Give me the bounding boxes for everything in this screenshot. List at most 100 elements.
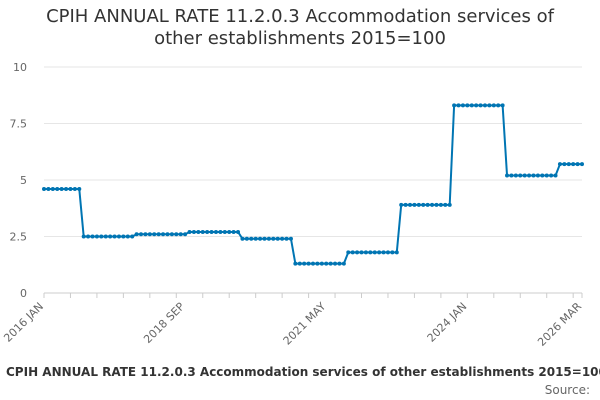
data-point	[408, 202, 413, 207]
data-point	[293, 261, 298, 266]
data-point	[430, 202, 435, 207]
data-point	[575, 162, 580, 167]
data-point	[156, 232, 161, 237]
data-point	[236, 229, 241, 234]
data-point	[46, 187, 51, 192]
data-point	[372, 250, 377, 255]
data-point	[297, 261, 302, 266]
data-point	[385, 250, 390, 255]
data-point	[227, 229, 232, 234]
data-point	[469, 103, 474, 108]
data-point	[253, 236, 258, 241]
data-point	[447, 202, 452, 207]
data-point	[319, 261, 324, 266]
data-point	[527, 173, 532, 178]
data-point	[522, 173, 527, 178]
data-point	[68, 187, 73, 192]
data-point	[443, 202, 448, 207]
data-point	[496, 103, 501, 108]
data-point	[284, 236, 289, 241]
data-point	[337, 261, 342, 266]
data-point	[302, 261, 307, 266]
data-point	[191, 229, 196, 234]
data-point	[553, 173, 558, 178]
data-point	[491, 103, 496, 108]
data-point	[174, 232, 179, 237]
y-tick-label: 7.5	[10, 118, 28, 131]
data-point	[244, 236, 249, 241]
data-point	[403, 202, 408, 207]
data-point	[90, 234, 95, 239]
x-tick-label: 2016 JAN	[1, 300, 46, 345]
x-tick-label: 2026 MAR	[535, 300, 584, 349]
data-point	[482, 103, 487, 108]
data-point	[121, 234, 126, 239]
data-point	[187, 229, 192, 234]
y-tick-label: 5	[20, 174, 27, 187]
data-point	[161, 232, 166, 237]
gridlines	[44, 66, 582, 294]
data-point	[535, 173, 540, 178]
data-point	[425, 202, 430, 207]
data-point	[394, 250, 399, 255]
data-point	[262, 236, 267, 241]
data-point	[333, 261, 338, 266]
data-point	[355, 250, 360, 255]
data-point	[116, 234, 121, 239]
data-point	[434, 202, 439, 207]
data-point	[169, 232, 174, 237]
data-point	[456, 103, 461, 108]
y-axis: 0 2.5 5 7.5 10	[10, 61, 28, 300]
data-point	[125, 234, 130, 239]
data-point	[328, 261, 333, 266]
data-point	[531, 173, 536, 178]
data-point	[165, 232, 170, 237]
data-point	[381, 250, 386, 255]
data-point	[205, 229, 210, 234]
data-point	[152, 232, 157, 237]
data-point	[266, 236, 271, 241]
data-point	[505, 173, 510, 178]
data-point	[368, 250, 373, 255]
data-point	[139, 232, 144, 237]
data-point	[363, 250, 368, 255]
data-point	[341, 261, 346, 266]
data-point	[359, 250, 364, 255]
data-point	[346, 250, 351, 255]
data-point	[213, 229, 218, 234]
footer-chart-name: CPIH ANNUAL RATE 11.2.0.3 Accommodation …	[6, 365, 600, 379]
data-point	[72, 187, 77, 192]
data-point	[377, 250, 382, 255]
data-point	[280, 236, 285, 241]
data-point	[500, 103, 505, 108]
data-point	[147, 232, 152, 237]
data-point	[218, 229, 223, 234]
data-point	[487, 103, 492, 108]
data-point	[275, 236, 280, 241]
data-point	[566, 162, 571, 167]
data-point	[55, 187, 60, 192]
data-point	[438, 202, 443, 207]
data-point	[460, 103, 465, 108]
data-point	[271, 236, 276, 241]
data-point	[288, 236, 293, 241]
data-point	[249, 236, 254, 241]
data-point	[452, 103, 457, 108]
data-point	[540, 173, 545, 178]
y-tick-label: 10	[13, 61, 27, 74]
data-point	[421, 202, 426, 207]
data-point	[258, 236, 263, 241]
data-point	[231, 229, 236, 234]
x-tick-label: 2018 SEP	[141, 300, 187, 346]
data-point	[399, 202, 404, 207]
data-point	[81, 234, 86, 239]
data-point	[143, 232, 148, 237]
data-point	[64, 187, 69, 192]
data-point	[94, 234, 99, 239]
data-point	[42, 187, 46, 192]
data-point	[59, 187, 64, 192]
y-tick-label: 2.5	[10, 231, 28, 244]
data-point	[209, 229, 214, 234]
data-point	[306, 261, 311, 266]
x-tick-label: 2024 JAN	[425, 300, 470, 345]
